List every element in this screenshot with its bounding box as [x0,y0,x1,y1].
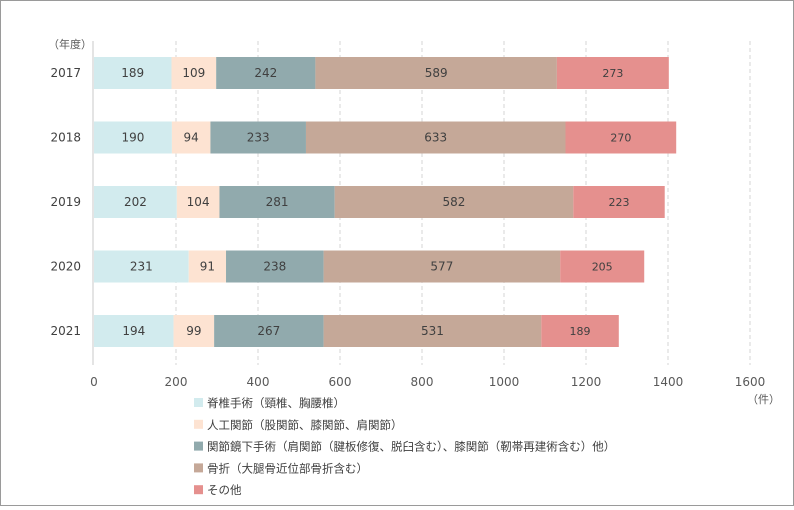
legend-label: その他 [207,483,242,497]
legend-label: 関節鏡下手術（肩関節（腱板修復、脱臼含む）、膝関節（靭帯再建術含む）他） [207,440,615,454]
bar-segment [216,57,316,89]
data-label: 531 [421,324,444,338]
legend-swatch [194,398,203,407]
data-label: 194 [122,324,145,338]
value-axis-ticks: 0 200 400 600 800 1000 1200 1400 1600 [90,375,765,389]
data-label: 633 [424,131,447,145]
bar-segment [214,315,324,347]
bar-segment [219,186,335,218]
legend-swatch [194,463,203,473]
data-label: 273 [602,67,623,80]
data-label: 189 [570,325,591,338]
bar-segment [94,57,172,89]
category-labels: 2017 2018 2019 2020 2021 [50,66,81,338]
data-label: 231 [130,260,153,274]
category-label: 2018 [50,131,81,145]
legend-swatch [194,419,203,429]
bar-segment [305,121,566,154]
bar-segment [188,250,227,283]
data-label: 94 [184,131,199,145]
value-axis-unit: （件） [747,393,780,406]
bar-segment [94,315,174,347]
category-label: 2019 [50,195,81,209]
data-label: 205 [592,261,613,274]
data-label: 91 [200,260,215,274]
bar-segment [323,250,561,283]
data-label: 233 [247,131,270,145]
data-label: 582 [443,195,466,209]
data-label: 270 [610,132,631,145]
data-label: 281 [266,195,289,209]
category-label: 2020 [50,260,81,274]
category-label: 2017 [50,66,81,80]
bar-segment [556,57,669,89]
bar-segment [210,121,306,154]
bar-segment [94,186,177,218]
data-label: 577 [430,260,453,274]
data-label: 267 [257,324,280,338]
bar-segment [94,121,172,154]
bar-segment [226,250,324,283]
x-tick-label: 200 [165,375,188,389]
data-label: 223 [609,196,630,209]
bar-segment [573,186,665,218]
legend-label: 脊椎手術（頸椎、胸腰椎） [207,396,345,410]
data-label: 189 [121,66,144,80]
legend-label: 骨折（大腿骨近位部骨折含む） [207,461,368,475]
bar-segment [176,186,220,218]
category-axis-unit: （年度） [48,37,92,51]
bar-segment [334,186,574,218]
bar-series [94,57,677,347]
x-tick-label: 1200 [571,375,602,389]
bar-segment [94,250,189,283]
legend-swatch [194,441,203,451]
x-tick-label: 600 [329,375,352,389]
data-label: 104 [187,195,210,209]
data-label: 242 [254,66,277,80]
bar-segment [541,315,619,347]
bar-segment [171,121,211,154]
bar-segment [171,57,217,89]
category-label: 2021 [50,324,81,338]
bar-segment [565,121,677,154]
bar-segment [173,315,215,347]
x-tick-label: 1400 [653,375,684,389]
x-tick-label: 1600 [735,375,766,389]
legend-swatch [194,485,203,495]
bar-segment [315,57,557,89]
data-label: 238 [263,260,286,274]
data-label: 190 [121,131,144,145]
x-tick-label: 1000 [489,375,520,389]
legend: 脊椎手術（頸椎、胸腰椎） 人工関節（股関節、膝関節、肩関節） 関節鏡下手術（肩関節（… [194,396,615,497]
data-label: 109 [182,66,205,80]
data-labels: 189 109 242 589 273 190 94 233 633 270 202 104 281 58… [121,66,631,338]
x-tick-label: 0 [90,375,98,389]
x-tick-label: 400 [247,375,270,389]
x-tick-label: 800 [411,375,434,389]
data-label: 202 [124,195,147,209]
data-label: 99 [186,324,201,338]
data-label: 589 [425,66,448,80]
bar-segment [560,250,645,283]
bar-segment [323,315,542,347]
legend-label: 人工関節（股関節、膝関節、肩関節） [207,418,403,432]
